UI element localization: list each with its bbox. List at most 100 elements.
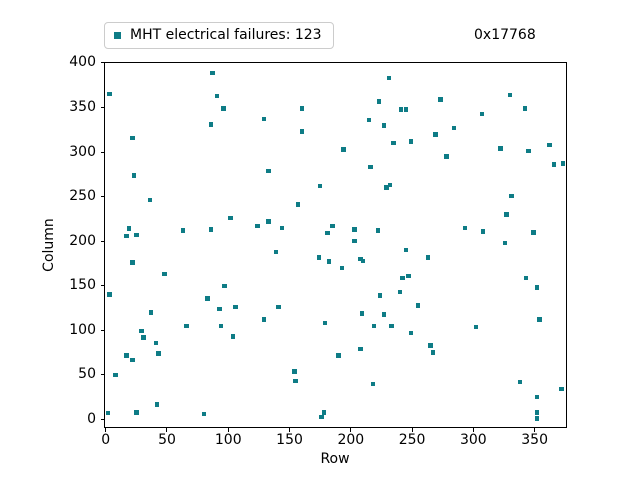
data-point xyxy=(408,139,414,144)
data-point xyxy=(180,228,186,233)
data-point xyxy=(560,161,566,166)
y-tick-mark xyxy=(100,285,105,287)
data-point xyxy=(330,223,335,229)
data-point xyxy=(531,230,536,235)
data-point xyxy=(391,140,396,146)
data-point xyxy=(276,304,281,310)
data-point xyxy=(398,107,404,112)
data-point xyxy=(502,240,508,246)
data-point xyxy=(408,330,414,336)
data-point xyxy=(230,334,236,339)
x-tick-mark xyxy=(350,428,352,432)
y-tick-label: 300 xyxy=(69,143,96,160)
data-point xyxy=(341,147,346,152)
data-point xyxy=(261,317,267,322)
data-point xyxy=(153,340,159,346)
data-point xyxy=(105,410,111,416)
data-point xyxy=(293,378,298,384)
data-point xyxy=(107,91,112,97)
data-point xyxy=(368,164,373,170)
data-point xyxy=(358,256,363,262)
data-point xyxy=(107,292,112,297)
data-point xyxy=(339,265,345,271)
x-tick-label: 50 xyxy=(158,432,176,448)
data-point xyxy=(473,324,479,330)
data-point xyxy=(208,227,214,232)
plot-area xyxy=(104,62,567,428)
data-point xyxy=(221,106,226,111)
data-point xyxy=(523,275,529,280)
data-point xyxy=(462,225,468,231)
y-tick-mark xyxy=(100,418,105,420)
data-point xyxy=(534,416,540,421)
data-point xyxy=(480,229,486,234)
data-point xyxy=(517,379,523,385)
data-point xyxy=(430,350,436,355)
data-point xyxy=(273,249,279,255)
data-point xyxy=(156,351,161,356)
x-tick-label: 350 xyxy=(521,432,548,448)
data-point xyxy=(205,296,210,301)
data-point xyxy=(547,142,552,148)
x-tick-label: 250 xyxy=(398,432,426,448)
x-tick-label: 0 xyxy=(101,432,111,448)
data-point xyxy=(148,310,154,315)
data-point xyxy=(222,283,227,289)
data-point xyxy=(433,132,438,137)
legend-square-marker-icon xyxy=(114,32,121,39)
data-point xyxy=(266,219,271,224)
data-point xyxy=(403,247,409,253)
y-tick-label: 200 xyxy=(69,232,96,249)
data-point xyxy=(336,353,341,358)
data-point xyxy=(184,323,189,329)
y-tick-label: 250 xyxy=(69,188,96,205)
data-point xyxy=(326,259,331,264)
data-point xyxy=(113,372,118,378)
data-point xyxy=(387,182,393,188)
data-point xyxy=(397,289,403,295)
data-point xyxy=(352,227,357,232)
y-tick-label: 50 xyxy=(78,366,96,383)
corner-annotation: 0x17768 xyxy=(474,27,536,43)
data-point xyxy=(534,394,540,400)
data-point xyxy=(124,353,129,358)
legend: MHT electrical failures: 123 xyxy=(104,22,334,49)
data-point xyxy=(147,197,153,203)
data-point xyxy=(141,335,146,340)
data-point xyxy=(316,255,322,260)
data-point xyxy=(255,223,260,229)
data-point xyxy=(415,303,421,308)
data-point xyxy=(217,306,222,312)
data-point xyxy=(400,275,405,280)
data-point xyxy=(507,92,513,98)
x-tick-label: 100 xyxy=(214,432,242,448)
data-point xyxy=(208,122,214,127)
y-tick-label: 400 xyxy=(69,54,96,71)
data-point xyxy=(266,168,271,174)
data-point xyxy=(124,233,129,239)
data-point xyxy=(228,215,233,221)
data-point xyxy=(154,402,160,407)
data-point xyxy=(162,271,167,277)
data-point xyxy=(425,255,431,260)
y-tick-label: 0 xyxy=(87,410,96,427)
data-point xyxy=(375,228,381,233)
data-point xyxy=(218,323,224,329)
data-point xyxy=(504,212,509,217)
data-point xyxy=(321,410,327,415)
data-point xyxy=(261,116,267,122)
y-tick-label: 350 xyxy=(69,99,96,115)
data-point xyxy=(299,106,305,111)
data-point xyxy=(537,317,542,322)
data-point xyxy=(479,111,485,116)
data-point xyxy=(352,238,357,244)
data-point xyxy=(371,323,377,329)
data-point xyxy=(381,123,387,128)
y-tick-label: 100 xyxy=(69,321,96,338)
y-tick-mark xyxy=(100,240,105,242)
data-point xyxy=(295,202,301,207)
x-tick-mark xyxy=(166,428,168,432)
data-point xyxy=(322,320,328,326)
data-point xyxy=(559,386,564,392)
